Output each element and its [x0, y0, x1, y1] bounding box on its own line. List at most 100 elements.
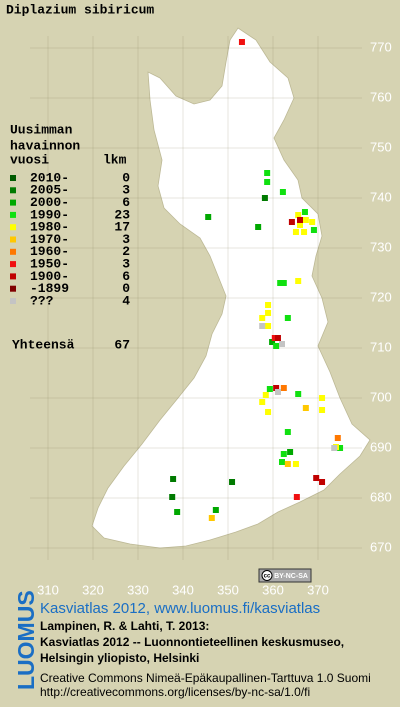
- observation: [309, 219, 316, 225]
- legend-count: 6: [122, 195, 130, 210]
- observation: [319, 395, 326, 401]
- badge-circle: [261, 570, 273, 581]
- observation: [265, 323, 272, 329]
- observation: [205, 214, 212, 220]
- x-tick-label: 330: [127, 582, 149, 597]
- legend-heading: Uusimman: [10, 122, 73, 137]
- x-tick-label: 370: [307, 582, 329, 597]
- observation: [297, 217, 303, 223]
- y-tick-label: 720: [370, 289, 392, 304]
- observation: [280, 385, 287, 391]
- observation: [169, 494, 176, 500]
- observation: [301, 229, 308, 235]
- observation: [269, 339, 276, 345]
- legend-count: 0: [122, 170, 130, 185]
- observation: [259, 399, 266, 405]
- cc-badge: cc BY-NC-SA: [258, 568, 312, 583]
- legend-label: -1899: [30, 281, 69, 296]
- observation: [302, 217, 309, 223]
- observation: [208, 515, 215, 521]
- observation: [313, 475, 320, 481]
- observation: [288, 219, 295, 225]
- observation: [174, 509, 181, 515]
- legend-count: 2: [122, 244, 130, 259]
- observation: [287, 449, 294, 455]
- observation: [319, 479, 326, 485]
- observation: [261, 195, 268, 201]
- legend-count: 3: [122, 232, 130, 247]
- legend-swatch: [10, 273, 16, 280]
- observation: [265, 409, 272, 415]
- badge-cc: cc: [264, 574, 271, 580]
- observation: [264, 170, 271, 176]
- finland-outline: [91, 27, 371, 549]
- observation: [274, 389, 281, 395]
- observation: [279, 189, 286, 195]
- y-tick-label: 690: [370, 439, 392, 454]
- observation: [331, 445, 338, 451]
- observation: [266, 386, 273, 392]
- observation: [259, 323, 266, 329]
- legend-swatch: [10, 187, 16, 194]
- observation: [295, 278, 302, 284]
- y-tick-label: 710: [370, 339, 392, 354]
- citation: Helsingin yliopisto, Helsinki: [40, 651, 199, 665]
- observation: [310, 227, 317, 233]
- legend-swatch: [10, 236, 16, 243]
- citation: Lampinen, R. & Lahti, T. 2013:: [40, 619, 209, 633]
- x-tick-label: 340: [172, 582, 194, 597]
- y-tick-label: 670: [370, 539, 392, 554]
- legend-heading: havainnon: [10, 138, 80, 153]
- legend-label: 1980-: [30, 220, 69, 235]
- observation: [280, 451, 287, 457]
- observation: [264, 179, 271, 185]
- legend-count: 3: [122, 183, 130, 198]
- legend-swatch: [10, 224, 16, 231]
- legend-swatch: [10, 261, 16, 268]
- legend-swatch: [10, 175, 16, 181]
- observation: [337, 445, 344, 451]
- observation: [297, 222, 303, 228]
- legend-label: 2005-: [30, 183, 69, 198]
- y-tick-label: 740: [370, 189, 392, 204]
- y-tick-label: 770: [370, 39, 392, 54]
- legend-label: ???: [30, 293, 54, 308]
- observation: [334, 435, 341, 441]
- x-tick-label: 360: [262, 582, 284, 597]
- brand: LUOMUS: [13, 590, 39, 690]
- legend-swatch: [10, 211, 16, 218]
- observation: [274, 335, 281, 341]
- legend-count: 6: [122, 269, 130, 284]
- map-title: Diplazium sibiricum: [6, 2, 154, 17]
- badge-text: BY-NC-SA: [274, 573, 308, 580]
- legend-swatch: [10, 248, 16, 255]
- legend-count: 0: [122, 281, 130, 296]
- observation: [284, 315, 291, 321]
- legend-count: 3: [122, 257, 130, 272]
- x-tick-label: 320: [82, 582, 104, 597]
- observation: [293, 494, 300, 500]
- observation: [255, 224, 262, 230]
- license: Creative Commons Nimeä-Epäkaupallinen-Ta…: [40, 671, 371, 685]
- legend-total-label: Yhteensä: [12, 337, 75, 352]
- x-tick-label: 350: [217, 582, 239, 597]
- observation: [292, 229, 299, 235]
- legend-count: 17: [114, 220, 130, 235]
- legend-total: 67: [114, 337, 130, 352]
- observation: [292, 461, 299, 467]
- observation: [265, 302, 272, 308]
- observation: [265, 310, 272, 316]
- observation: [271, 335, 278, 341]
- legend-swatch: [10, 298, 16, 304]
- legend-label: 1950-: [30, 257, 69, 272]
- observation: [279, 341, 285, 347]
- legend-swatch: [10, 199, 16, 206]
- y-tick-label: 730: [370, 239, 392, 254]
- legend-label: 1970-: [30, 232, 69, 247]
- observation: [273, 385, 280, 391]
- y-tick-label: 760: [370, 89, 392, 104]
- observation: [259, 315, 266, 321]
- observation: [277, 280, 284, 286]
- observation: [295, 391, 302, 397]
